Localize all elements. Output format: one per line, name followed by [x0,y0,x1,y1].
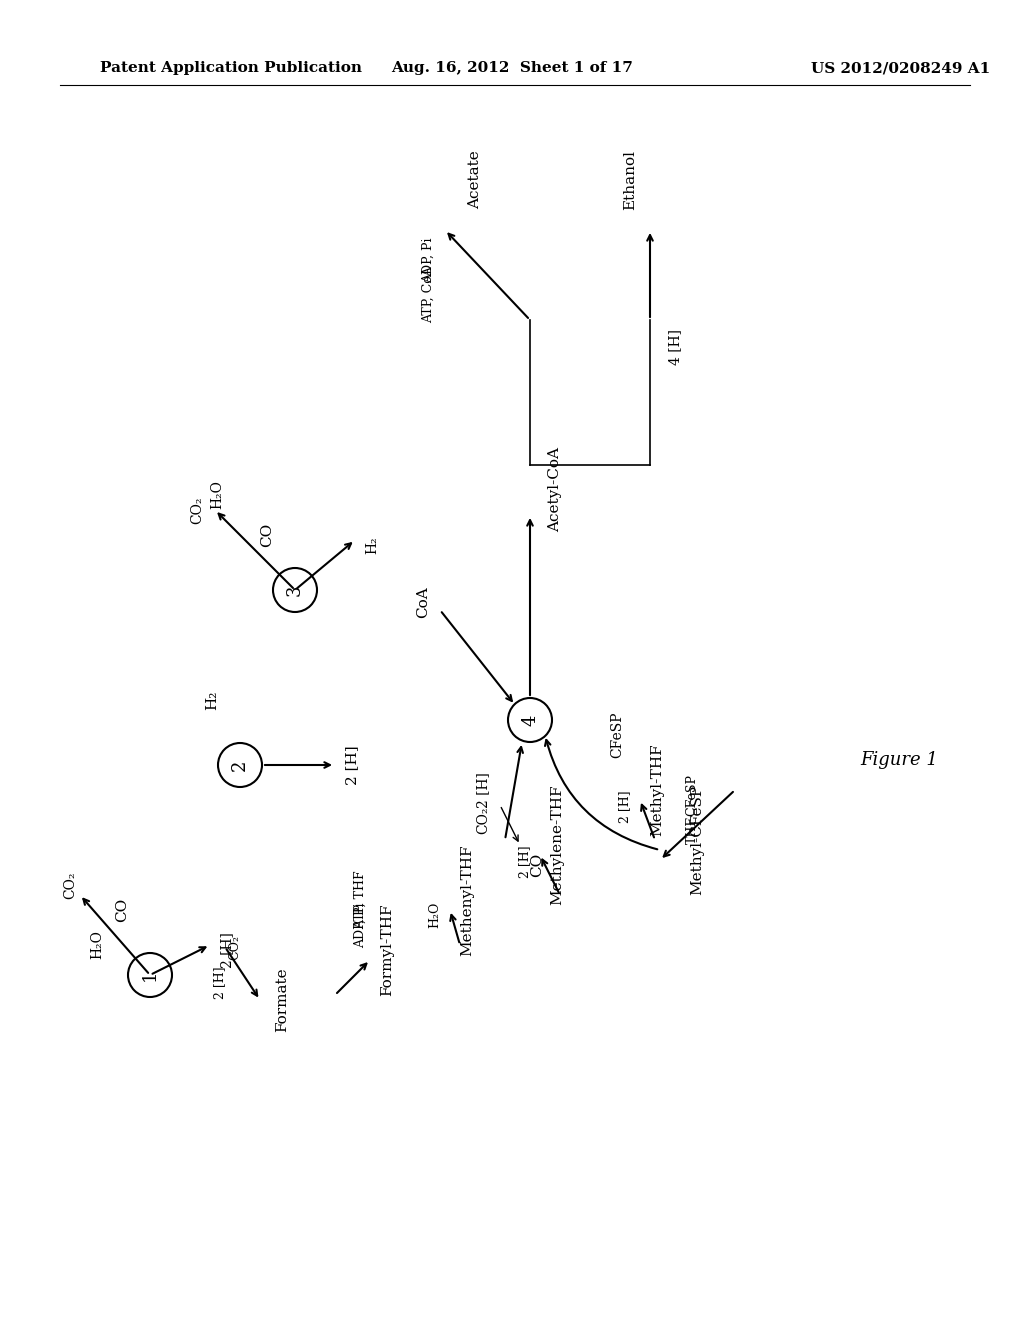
Text: CO₂: CO₂ [190,496,204,524]
Text: CFeSP: CFeSP [610,711,624,758]
Text: 4 [H]: 4 [H] [668,329,682,366]
Text: 2 [H]: 2 [H] [220,932,234,968]
Text: Acetyl-CoA: Acetyl-CoA [548,447,562,532]
Text: CO: CO [260,523,274,546]
Text: H₂: H₂ [365,536,379,554]
Text: 2: 2 [231,759,249,771]
Text: 2 [H]: 2 [H] [476,772,490,808]
Text: Methylene-THF: Methylene-THF [550,785,564,906]
Text: 2 [H]: 2 [H] [518,846,531,878]
Text: CO₂: CO₂ [228,936,242,961]
Text: 2 [H]: 2 [H] [213,966,226,999]
Text: Formyl-THF: Formyl-THF [380,904,394,997]
Text: CoA: CoA [416,586,430,618]
Text: CFeSP: CFeSP [685,774,698,816]
Text: Figure 1: Figure 1 [860,751,938,770]
Text: ADP, Pi: ADP, Pi [422,238,435,282]
Text: 2 [H]: 2 [H] [345,746,359,785]
Text: 1: 1 [141,969,159,981]
Text: H₂: H₂ [205,690,219,710]
Text: ATP, THF: ATP, THF [353,871,367,929]
Text: THF: THF [685,816,698,843]
Text: CO₂: CO₂ [63,871,77,899]
Text: Aug. 16, 2012  Sheet 1 of 17: Aug. 16, 2012 Sheet 1 of 17 [391,61,633,75]
Text: US 2012/0208249 A1: US 2012/0208249 A1 [811,61,990,75]
Text: Methenyl-THF: Methenyl-THF [460,845,474,956]
Text: Ethanol: Ethanol [623,150,637,210]
Text: Methyl-CFeSP: Methyl-CFeSP [690,785,705,895]
Text: H₂O: H₂O [428,902,441,928]
Text: CO: CO [115,898,129,923]
Text: ATP, CoA: ATP, CoA [422,267,435,323]
Text: Patent Application Publication: Patent Application Publication [100,61,362,75]
Text: H₂O: H₂O [90,931,104,960]
Text: CO: CO [530,853,544,876]
Text: CO₂: CO₂ [476,807,490,834]
Text: H₂O: H₂O [210,480,224,510]
Text: 2 [H]: 2 [H] [618,791,632,824]
Text: ADP, Pi: ADP, Pi [353,903,367,948]
Text: Acetate: Acetate [468,150,482,210]
Text: 3: 3 [286,585,304,595]
Text: 4: 4 [521,714,539,726]
Text: Formate: Formate [275,968,289,1032]
Text: Methyl-THF: Methyl-THF [650,743,664,837]
